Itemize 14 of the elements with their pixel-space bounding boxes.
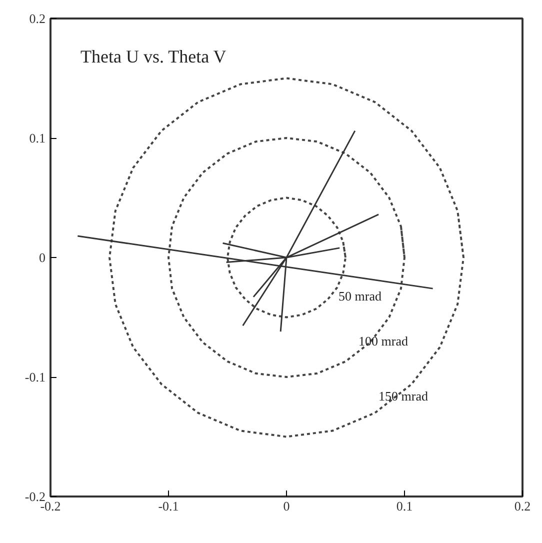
y-tick-label: 0 — [39, 250, 46, 265]
x-tick-label: -0.1 — [158, 498, 179, 514]
annotation: 150 mrad — [378, 388, 428, 404]
annotation: 50 mrad — [338, 288, 382, 304]
text: Theta U vs. Theta V — [80, 46, 226, 66]
x-tick-label: 0.2 — [514, 498, 531, 514]
y-tick-label: -0.1 — [24, 370, 46, 384]
annotation: 100 mrad — [358, 334, 408, 348]
x-tick-label: 0.1 — [396, 498, 413, 514]
x-tick-label: 0 — [283, 498, 290, 514]
y-tick-label: 0.1 — [29, 130, 46, 146]
line-series — [108, 77, 464, 438]
y-tick-label: -0.2 — [24, 489, 46, 504]
y-tick-label: 0.2 — [29, 11, 46, 26]
